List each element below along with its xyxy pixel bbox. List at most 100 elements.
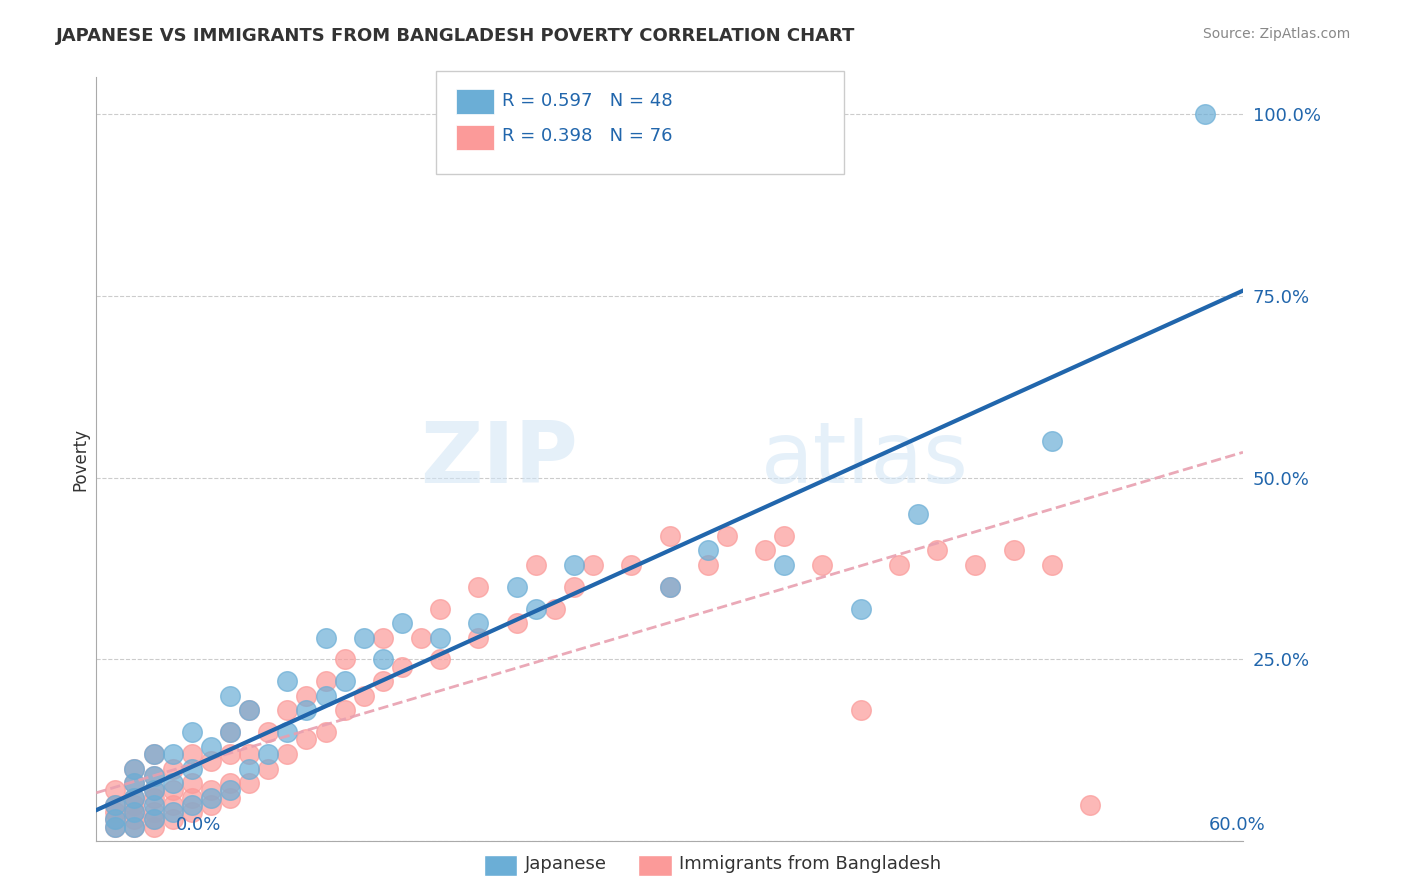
Point [238,762,260,776]
Point [124,762,146,776]
Point [200,754,222,768]
Point [104,813,127,827]
Point [927,543,949,558]
Point [391,616,413,631]
Text: R = 0.398   N = 76: R = 0.398 N = 76 [502,128,672,145]
Point [371,631,394,645]
Point [1002,543,1025,558]
Point [124,790,146,805]
Point [754,543,776,558]
Point [162,776,184,790]
Point [773,558,796,572]
Point [257,725,280,739]
Point [333,703,356,717]
Point [696,558,718,572]
Point [200,797,222,812]
Point [276,674,298,689]
Point [391,659,413,673]
Point [124,776,146,790]
Point [582,558,605,572]
Point [124,820,146,834]
Point [658,529,681,543]
Text: Source: ZipAtlas.com: Source: ZipAtlas.com [1202,27,1350,41]
Point [257,762,280,776]
Point [180,805,202,820]
Point [333,674,356,689]
Point [371,652,394,666]
Point [124,813,146,827]
Point [124,762,146,776]
Point [887,558,910,572]
Point [104,797,127,812]
Text: ZIP: ZIP [420,417,578,501]
Point [162,747,184,761]
Point [124,790,146,805]
Point [180,762,202,776]
Point [295,689,318,703]
Point [142,820,165,834]
Y-axis label: Poverty: Poverty [72,428,89,491]
Point [353,631,375,645]
Point [1040,434,1063,449]
Point [219,725,242,739]
Point [544,601,567,615]
Point [238,747,260,761]
Point [716,529,738,543]
Point [124,820,146,834]
Point [315,689,337,703]
Point [180,747,202,761]
Point [696,543,718,558]
Text: Japanese: Japanese [524,855,606,873]
Point [124,805,146,820]
Point [104,820,127,834]
Point [562,580,585,594]
Point [411,631,433,645]
Point [142,783,165,797]
Point [142,769,165,783]
Point [276,747,298,761]
Point [295,732,318,747]
Point [907,507,929,521]
Point [180,797,202,812]
Point [142,769,165,783]
Point [142,747,165,761]
Point [1040,558,1063,572]
Point [371,674,394,689]
Point [219,783,242,797]
Point [276,703,298,717]
Point [315,631,337,645]
Point [142,813,165,827]
Point [333,652,356,666]
Point [620,558,643,572]
Point [467,616,489,631]
Point [238,703,260,717]
Point [658,580,681,594]
Point [142,747,165,761]
Text: Immigrants from Bangladesh: Immigrants from Bangladesh [679,855,941,873]
Point [200,739,222,754]
Point [315,674,337,689]
Point [276,725,298,739]
Point [1078,797,1101,812]
Point [429,601,451,615]
Point [104,805,127,820]
Point [219,790,242,805]
Point [162,762,184,776]
Point [162,783,184,797]
Point [180,790,202,805]
Point [238,776,260,790]
Point [124,776,146,790]
Point [219,725,242,739]
Point [200,783,222,797]
Text: R = 0.597   N = 48: R = 0.597 N = 48 [502,92,672,110]
Point [429,631,451,645]
Point [295,703,318,717]
Point [180,725,202,739]
Point [524,601,547,615]
Point [429,652,451,666]
Point [200,790,222,805]
Point [773,529,796,543]
Text: JAPANESE VS IMMIGRANTS FROM BANGLADESH POVERTY CORRELATION CHART: JAPANESE VS IMMIGRANTS FROM BANGLADESH P… [56,27,856,45]
Point [142,813,165,827]
Point [142,790,165,805]
